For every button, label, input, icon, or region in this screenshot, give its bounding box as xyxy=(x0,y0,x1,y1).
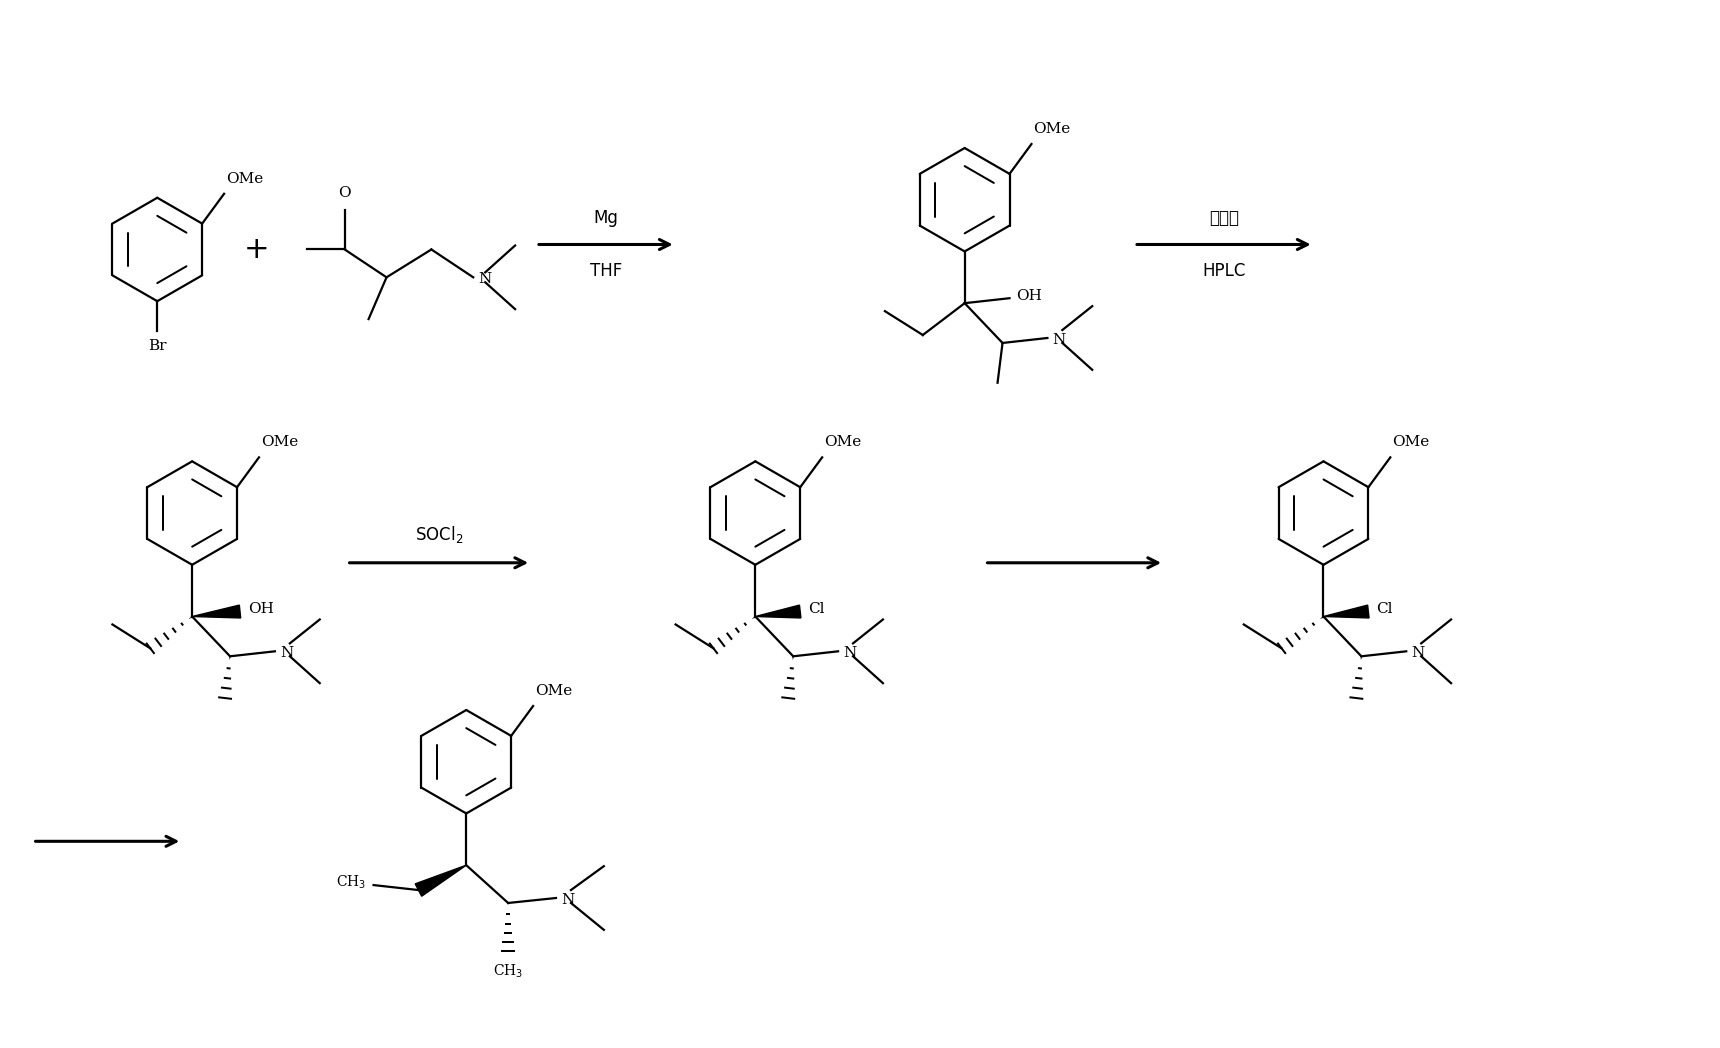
Text: N: N xyxy=(478,272,492,286)
Text: N: N xyxy=(561,893,574,907)
Text: HPLC: HPLC xyxy=(1202,262,1245,281)
Text: CH$_3$: CH$_3$ xyxy=(494,963,523,980)
Text: 手性柱: 手性柱 xyxy=(1209,209,1238,226)
Text: O: O xyxy=(339,185,351,200)
Text: Cl: Cl xyxy=(1376,602,1393,615)
Polygon shape xyxy=(755,605,802,618)
Text: N: N xyxy=(1410,647,1424,660)
Text: THF: THF xyxy=(590,262,623,281)
Text: +: + xyxy=(244,235,270,264)
Text: OH: OH xyxy=(248,602,273,615)
Text: OMe: OMe xyxy=(824,435,862,450)
Text: OMe: OMe xyxy=(1391,435,1429,450)
Text: OMe: OMe xyxy=(225,172,263,185)
Polygon shape xyxy=(415,866,466,896)
Polygon shape xyxy=(1323,605,1369,618)
Text: Br: Br xyxy=(148,339,167,353)
Text: N: N xyxy=(280,647,292,660)
Text: N: N xyxy=(1053,333,1066,347)
Text: CH$_3$: CH$_3$ xyxy=(337,873,366,891)
Text: OMe: OMe xyxy=(535,684,573,698)
Polygon shape xyxy=(193,605,241,618)
Text: SOCl$_2$: SOCl$_2$ xyxy=(415,524,463,545)
Text: OMe: OMe xyxy=(1034,122,1072,136)
Text: Mg: Mg xyxy=(593,209,617,226)
Text: N: N xyxy=(843,647,857,660)
Text: Cl: Cl xyxy=(808,602,824,615)
Text: OMe: OMe xyxy=(261,435,298,450)
Text: OH: OH xyxy=(1017,289,1042,303)
